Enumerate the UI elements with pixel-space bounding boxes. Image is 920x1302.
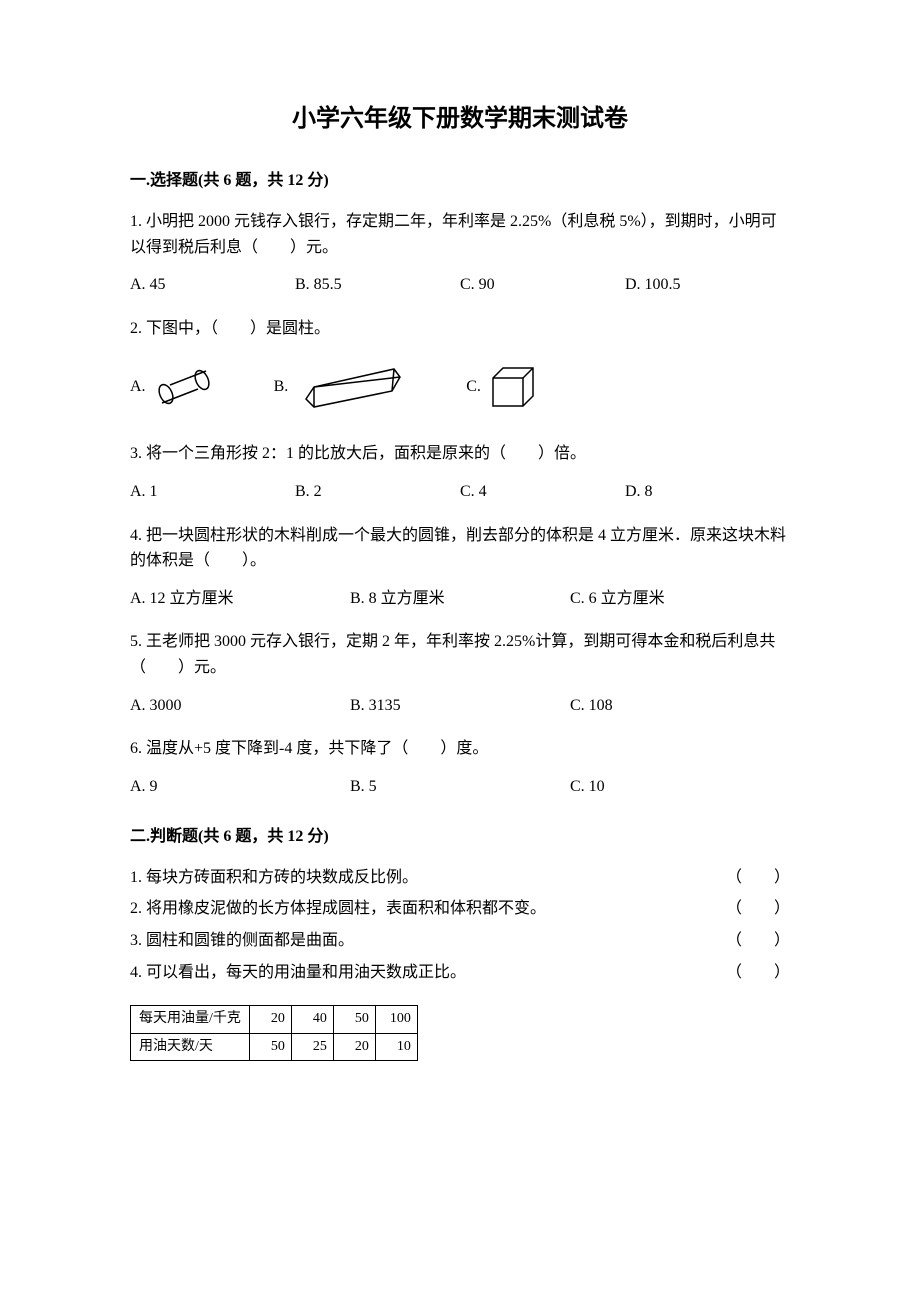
tf-q3-text: 3. 圆柱和圆锥的侧面都是曲面。: [130, 928, 706, 954]
question-5: 5. 王老师把 3000 元存入银行，定期 2 年，年利率按 2.25%计算，到…: [130, 629, 790, 718]
table-r1-c2: 40: [291, 1006, 333, 1033]
question-4: 4. 把一块圆柱形状的木料削成一个最大的圆锥，削去部分的体积是 4 立方厘米．原…: [130, 523, 790, 612]
table-r2-c1: 50: [249, 1033, 291, 1060]
prism-bar-icon: [296, 361, 406, 411]
section-2-header: 二.判断题(共 6 题，共 12 分): [130, 824, 790, 850]
q3-options: A. 1 B. 2 C. 4 D. 8: [130, 479, 790, 505]
q2-opt-a: A.: [130, 366, 214, 406]
table-r1-c1: 20: [249, 1006, 291, 1033]
table-r1-c4: 100: [375, 1006, 417, 1033]
question-3: 3. 将一个三角形按 2：1 的比放大后，面积是原来的（ ）倍。 A. 1 B.…: [130, 441, 790, 504]
q2-opt-a-label: A.: [130, 374, 146, 400]
q1-opt-b: B. 85.5: [295, 272, 460, 298]
table-header-1: 每天用油量/千克: [131, 1006, 250, 1033]
q1-text: 1. 小明把 2000 元钱存入银行，存定期二年，年利率是 2.25%（利息税 …: [130, 209, 790, 260]
q3-text: 3. 将一个三角形按 2：1 的比放大后，面积是原来的（ ）倍。: [130, 441, 790, 467]
page-title: 小学六年级下册数学期末测试卷: [130, 100, 790, 138]
tf-q2-blank: （ ）: [726, 896, 790, 922]
table-r2-c2: 25: [291, 1033, 333, 1060]
question-2: 2. 下图中，（ ）是圆柱。 A. B. C.: [130, 316, 790, 412]
q1-opt-d: D. 100.5: [625, 272, 790, 298]
q3-opt-a: A. 1: [130, 479, 295, 505]
q4-opt-c: C. 6 立方厘米: [570, 586, 790, 612]
q4-text: 4. 把一块圆柱形状的木料削成一个最大的圆锥，削去部分的体积是 4 立方厘米．原…: [130, 523, 790, 574]
cylinder-tube-icon: [154, 366, 214, 406]
section-1-header: 一.选择题(共 6 题，共 12 分): [130, 168, 790, 194]
q2-options: A. B. C.: [130, 361, 790, 411]
tf-q2: 2. 将用橡皮泥做的长方体捏成圆柱，表面积和体积都不变。 （ ）: [130, 896, 790, 922]
table-row-1: 每天用油量/千克 20 40 50 100: [131, 1006, 418, 1033]
tf-q1-blank: （ ）: [726, 865, 790, 891]
q5-text: 5. 王老师把 3000 元存入银行，定期 2 年，年利率按 2.25%计算，到…: [130, 629, 790, 680]
q5-opt-b: B. 3135: [350, 693, 570, 719]
cube-icon: [489, 364, 539, 409]
q5-opt-c: C. 108: [570, 693, 790, 719]
question-1: 1. 小明把 2000 元钱存入银行，存定期二年，年利率是 2.25%（利息税 …: [130, 209, 790, 298]
tf-q4-blank: （ ）: [726, 960, 790, 986]
tf-q3: 3. 圆柱和圆锥的侧面都是曲面。 （ ）: [130, 928, 790, 954]
tf-q4: 4. 可以看出，每天的用油量和用油天数成正比。 （ ）: [130, 960, 790, 986]
table-row-2: 用油天数/天 50 25 20 10: [131, 1033, 418, 1060]
q6-text: 6. 温度从+5 度下降到-4 度，共下降了（ ）度。: [130, 736, 790, 762]
q3-opt-b: B. 2: [295, 479, 460, 505]
q5-opt-a: A. 3000: [130, 693, 350, 719]
table-r2-c3: 20: [333, 1033, 375, 1060]
oil-table: 每天用油量/千克 20 40 50 100 用油天数/天 50 25 20 10: [130, 1005, 418, 1061]
tf-q3-blank: （ ）: [726, 928, 790, 954]
q2-opt-c-label: C.: [466, 374, 481, 400]
q2-opt-c: C.: [466, 364, 539, 409]
tf-q2-text: 2. 将用橡皮泥做的长方体捏成圆柱，表面积和体积都不变。: [130, 896, 706, 922]
q2-text: 2. 下图中，（ ）是圆柱。: [130, 316, 790, 342]
table-r1-c3: 50: [333, 1006, 375, 1033]
q2-opt-b-label: B.: [274, 374, 289, 400]
question-6: 6. 温度从+5 度下降到-4 度，共下降了（ ）度。 A. 9 B. 5 C.…: [130, 736, 790, 799]
q5-options: A. 3000 B. 3135 C. 108: [130, 693, 790, 719]
q6-opt-c: C. 10: [570, 774, 790, 800]
tf-q1-text: 1. 每块方砖面积和方砖的块数成反比例。: [130, 865, 706, 891]
q3-opt-d: D. 8: [625, 479, 790, 505]
q4-opt-a: A. 12 立方厘米: [130, 586, 350, 612]
q4-opt-b: B. 8 立方厘米: [350, 586, 570, 612]
q2-opt-b: B.: [274, 361, 407, 411]
q1-opt-a: A. 45: [130, 272, 295, 298]
q6-opt-b: B. 5: [350, 774, 570, 800]
q3-opt-c: C. 4: [460, 479, 625, 505]
q1-opt-c: C. 90: [460, 272, 625, 298]
table-header-2: 用油天数/天: [131, 1033, 250, 1060]
tf-q1: 1. 每块方砖面积和方砖的块数成反比例。 （ ）: [130, 865, 790, 891]
q6-opt-a: A. 9: [130, 774, 350, 800]
tf-q4-text: 4. 可以看出，每天的用油量和用油天数成正比。: [130, 960, 706, 986]
q1-options: A. 45 B. 85.5 C. 90 D. 100.5: [130, 272, 790, 298]
q4-options: A. 12 立方厘米 B. 8 立方厘米 C. 6 立方厘米: [130, 586, 790, 612]
table-r2-c4: 10: [375, 1033, 417, 1060]
q6-options: A. 9 B. 5 C. 10: [130, 774, 790, 800]
